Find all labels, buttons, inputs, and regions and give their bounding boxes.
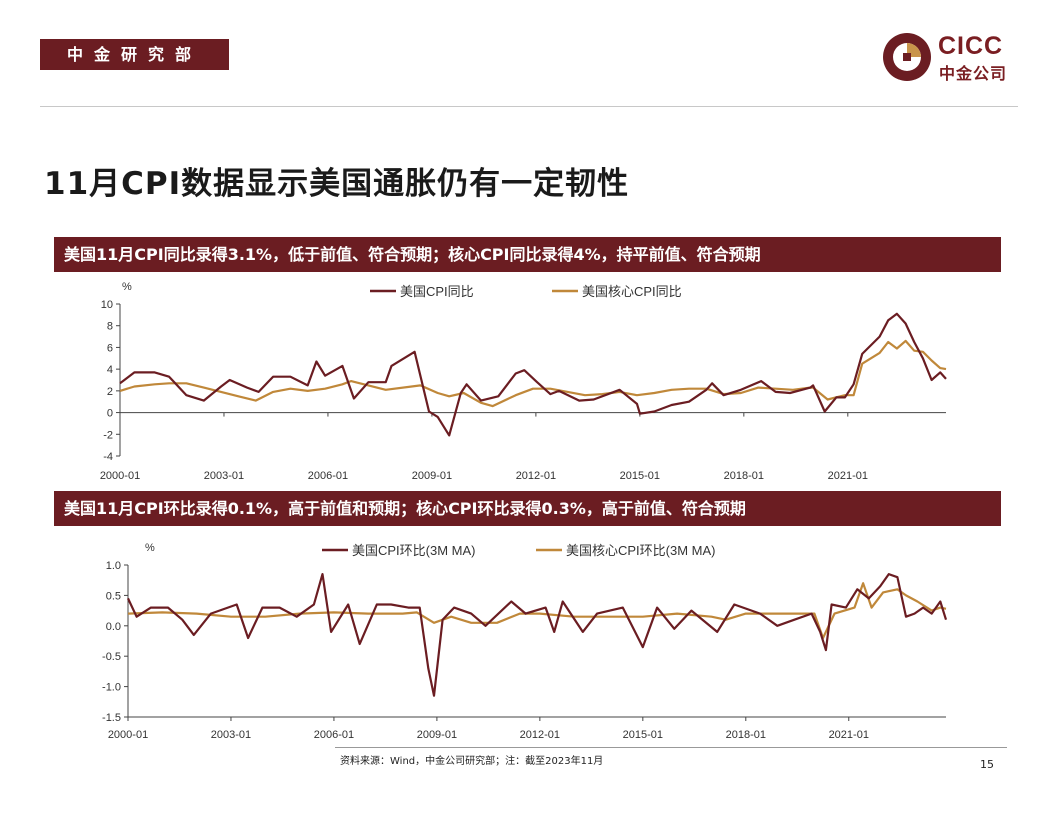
x-tick-label: 2021-01 (829, 729, 869, 741)
y-tick-label: 10 (101, 299, 113, 311)
cicc-logo: CICC 中金公司 (880, 30, 1025, 86)
cpi-yoy-chart: % 10 8 6 4 2 0 -2 -4 2000-01 2003-01 2006-01 2009-01… (100, 281, 947, 482)
y-tick-label: 4 (107, 364, 113, 376)
x-tick-label: 2018-01 (726, 729, 766, 741)
y-tick-label: -2 (103, 429, 113, 441)
source-divider (335, 747, 1007, 748)
x-tick-label: 2009-01 (417, 729, 457, 741)
y-tick-label: -0.5 (102, 651, 121, 663)
y-tick-label: 1.0 (106, 560, 121, 572)
x-tick-label: 2000-01 (108, 729, 148, 741)
cpi-mom-chart: % 1.0 0.5 0.0 -0.5 -1.0 -1.5 2000-01 2003-01 2006… (102, 542, 948, 741)
cicc-logo-icon (883, 33, 931, 81)
x-tick-label: 2012-01 (520, 729, 560, 741)
y-tick-label: -4 (103, 451, 113, 463)
x-tick-label: 2015-01 (623, 729, 663, 741)
department-badge: 中金研究部 (40, 39, 229, 70)
series-line-cpi (119, 312, 947, 437)
y-tick-label: -1.0 (102, 682, 121, 694)
y-tick-label: 0 (107, 408, 113, 420)
x-tick-label: 2009-01 (412, 470, 452, 482)
legend-label: 美国CPI同比 (400, 284, 474, 299)
x-tick-label: 2000-01 (100, 470, 140, 482)
header-divider (40, 106, 1018, 107)
series-line-core-cpi (127, 582, 947, 640)
y-unit-label: % (145, 542, 155, 554)
y-tick-label: 2 (107, 386, 113, 398)
x-tick-label: 2003-01 (204, 470, 244, 482)
chart-1-banner: 美国11月CPI同比录得3.1%，低于前值、符合预期；核心CPI同比录得4%，持… (54, 237, 1001, 272)
x-tick-label: 2018-01 (724, 470, 764, 482)
y-tick-label: 8 (107, 321, 113, 333)
series-line-cpi (127, 573, 948, 697)
logo-text-en: CICC (938, 32, 1004, 60)
y-unit-label: % (122, 281, 132, 293)
x-tick-label: 2006-01 (314, 729, 354, 741)
chart-2-banner: 美国11月CPI环比录得0.1%，高于前值和预期；核心CPI环比录得0.3%，高… (54, 491, 1001, 526)
legend-label: 美国CPI环比(3M MA) (352, 543, 476, 558)
page-number: 15 (980, 758, 994, 771)
y-tick-label: 6 (107, 342, 113, 354)
y-tick-label: 0.5 (106, 590, 121, 602)
x-tick-label: 2012-01 (516, 470, 556, 482)
x-tick-label: 2006-01 (308, 470, 348, 482)
x-tick-label: 2015-01 (620, 470, 660, 482)
x-tick-label: 2021-01 (828, 470, 868, 482)
legend-label: 美国核心CPI同比 (582, 284, 682, 299)
y-tick-label: -1.5 (102, 712, 121, 724)
page-title: 11月CPI数据显示美国通胀仍有一定韧性 (44, 166, 630, 202)
x-tick-label: 2003-01 (211, 729, 251, 741)
source-note: 资料来源：Wind，中金公司研究部；注：截至2023年11月 (340, 756, 604, 767)
legend-label: 美国核心CPI环比(3M MA) (566, 543, 716, 558)
y-tick-label: 0.0 (106, 621, 121, 633)
logo-text-cn: 中金公司 (939, 64, 1008, 83)
series-line-core-cpi (119, 339, 947, 408)
